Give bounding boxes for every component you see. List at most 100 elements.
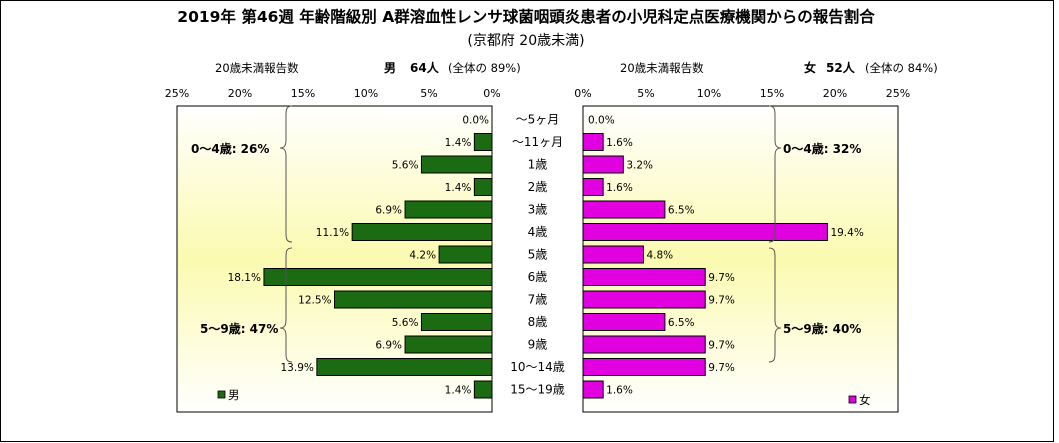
axis-tick-left-4: 5% (420, 87, 437, 100)
category-label-4: 3歳 (528, 203, 548, 217)
female-group-0-4-label: 0～4歳: 32% (783, 141, 861, 156)
bar-male-10 (404, 335, 493, 354)
value-label-male-2: 5.6% (392, 160, 419, 172)
axis-tick-left-2: 15% (291, 87, 315, 100)
right-axis-ticks: 0% 5% 10% 15% 20% 25% (574, 87, 910, 100)
value-label-female-6: 4.8% (646, 250, 673, 262)
bar-female-1 (582, 133, 604, 151)
bar-male-5 (351, 223, 493, 241)
chart-subtitle: (京都府 20歳未満) (467, 33, 584, 49)
category-label-9: 8歳 (528, 315, 548, 329)
category-labels: ～5ヶ月 ～11ヶ月 1歳 2歳 3歳 4歳 5歳 6歳 7歳 8歳 9歳 10～14歳 15～19歳 (510, 113, 565, 397)
male-brace-0-4 (279, 105, 293, 243)
value-label-female-2: 3.2% (626, 160, 653, 172)
value-label-male-9: 5.6% (392, 317, 419, 329)
bar-female-9 (582, 313, 666, 331)
value-label-male-3: 1.4% (445, 182, 472, 194)
bar-female-5 (582, 223, 828, 241)
value-label-male-7: 18.1% (228, 272, 261, 284)
category-label-1: ～11ヶ月 (512, 135, 563, 149)
male-legend-swatch (217, 390, 226, 399)
bar-female-11 (582, 358, 706, 376)
value-label-male-1: 1.4% (445, 137, 472, 149)
male-header-count: 64人 (410, 60, 440, 75)
female-legend-label: 女 (859, 393, 871, 407)
value-label-female-4: 6.5% (668, 205, 695, 217)
female-header-sex: 女 (804, 60, 816, 75)
value-label-female-1: 1.6% (606, 137, 633, 149)
male-brace-5-9 (279, 247, 293, 363)
female-header-share: (全体の 84%) (865, 61, 938, 75)
female-brace-0-4 (768, 105, 782, 243)
female-brace-5-9 (768, 247, 782, 363)
category-label-7: 6歳 (528, 270, 548, 284)
bar-female-10 (582, 335, 706, 354)
axis-tick-left-5: 0% (483, 87, 500, 100)
bar-male-9 (420, 313, 493, 331)
value-label-female-8: 9.7% (708, 295, 735, 307)
bar-female-7 (582, 268, 706, 286)
value-label-female-9: 6.5% (668, 317, 695, 329)
bar-male-12 (473, 380, 493, 399)
bar-female-3 (582, 178, 604, 196)
value-label-female-10: 9.7% (708, 340, 735, 352)
value-label-male-6: 4.2% (409, 250, 436, 262)
axis-tick-right-0: 0% (574, 87, 591, 100)
bar-female-4 (582, 200, 666, 219)
category-label-5: 4歳 (528, 225, 548, 239)
male-group-0-4-label: 0～4歳: 26% (191, 141, 269, 156)
bar-female-8 (582, 290, 706, 309)
category-label-6: 5歳 (528, 248, 548, 262)
value-label-male-8: 12.5% (298, 295, 331, 307)
bar-male-8 (334, 290, 493, 309)
bar-male-4 (404, 200, 493, 219)
male-header-caption: 20歳未満報告数 (215, 61, 299, 75)
value-label-female-3: 1.6% (606, 182, 633, 194)
value-label-female-12: 1.6% (606, 385, 633, 397)
left-axis-ticks: 25% 20% 15% 10% 5% 0% (165, 87, 501, 100)
axis-tick-right-5: 25% (886, 87, 910, 100)
category-label-0: ～5ヶ月 (516, 113, 560, 127)
value-label-male-5: 11.1% (316, 227, 349, 239)
bar-female-6 (582, 245, 644, 264)
axis-tick-right-1: 5% (637, 87, 654, 100)
bar-female-2 (582, 155, 624, 174)
axis-tick-right-4: 20% (823, 87, 847, 100)
category-label-10: 9歳 (528, 338, 548, 352)
male-header-share: (全体の 89%) (448, 61, 521, 75)
bar-male-1 (473, 133, 493, 151)
axis-tick-right-3: 15% (760, 87, 784, 100)
value-label-female-5: 19.4% (830, 227, 863, 239)
axis-tick-right-2: 10% (697, 87, 721, 100)
category-label-2: 1歳 (528, 158, 548, 172)
male-header-sex: 男 (384, 61, 396, 75)
bar-male-6 (438, 245, 493, 264)
axis-tick-left-3: 10% (354, 87, 378, 100)
value-label-male-4: 6.9% (375, 205, 402, 217)
chart-title: 2019年 第46週 年齢階級別 A群溶血性レンサ球菌咽頭炎患者の小児科定点医療… (177, 7, 875, 26)
female-legend-swatch (848, 395, 857, 404)
value-label-male-11: 13.9% (281, 362, 314, 374)
female-header-count: 52人 (826, 60, 856, 75)
female-group-5-9-label: 5～9歳: 40% (783, 321, 861, 336)
value-label-male-0: 0.0% (462, 115, 489, 127)
category-label-12: 15～19歳 (510, 383, 565, 397)
axis-tick-left-0: 25% (165, 87, 189, 100)
value-labels: 0.0% 0.0% 1.4% 1.6% 5.6% 3.2% 1.4% 1.6% 6.9% 6.5%… (228, 115, 864, 397)
bar-male-7 (263, 268, 493, 286)
category-label-8: 7歳 (528, 293, 548, 307)
axis-tick-left-1: 20% (228, 87, 252, 100)
bar-male-11 (316, 358, 493, 376)
value-label-male-10: 6.9% (375, 340, 402, 352)
category-label-3: 2歳 (528, 180, 548, 194)
male-group-5-9-label: 5～9歳: 47% (200, 321, 278, 336)
bar-female-12 (582, 380, 604, 399)
female-header-caption: 20歳未満報告数 (620, 61, 704, 75)
value-label-female-0: 0.0% (588, 115, 615, 127)
bar-male-2 (420, 155, 493, 174)
male-bars (263, 133, 493, 399)
male-legend-label: 男 (228, 388, 240, 402)
value-label-female-11: 9.7% (708, 362, 735, 374)
value-label-male-12: 1.4% (445, 385, 472, 397)
